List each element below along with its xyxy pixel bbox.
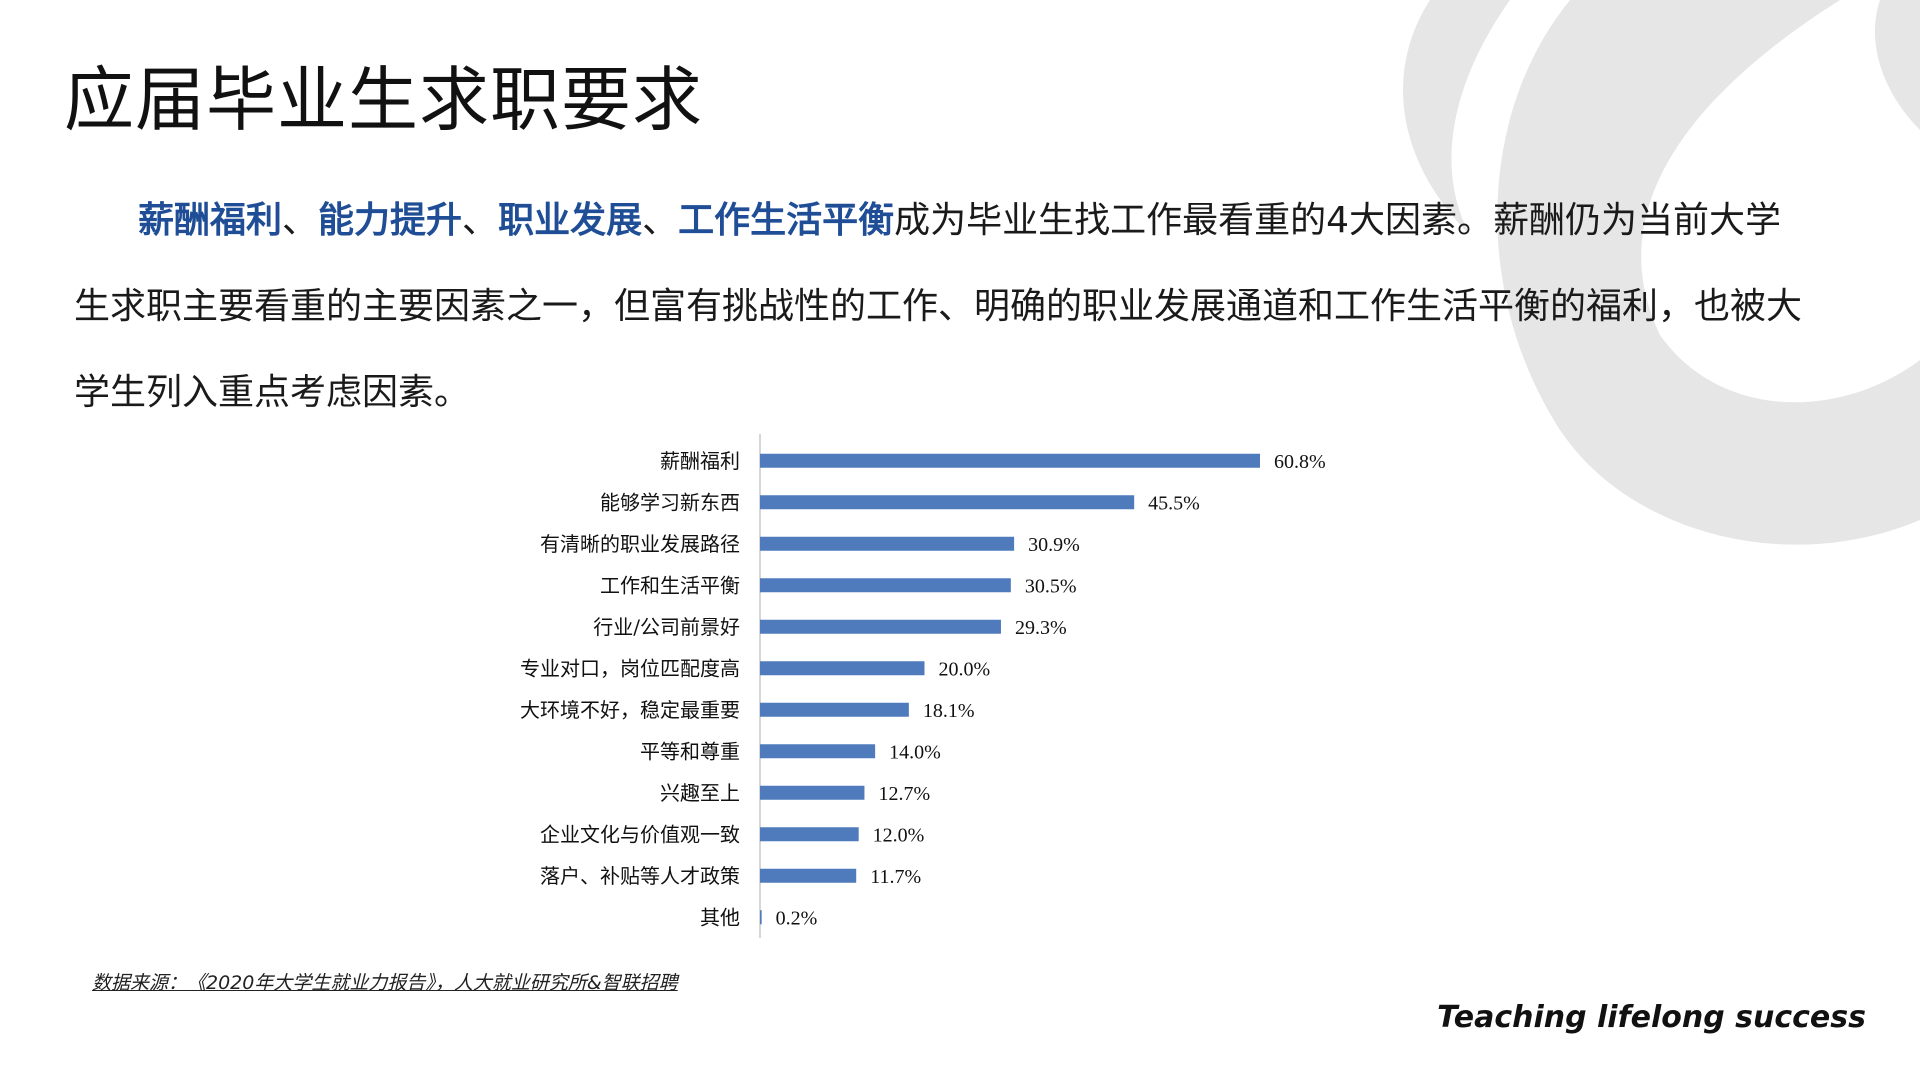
category-label: 大环境不好，稳定最重要	[520, 698, 740, 722]
bar	[760, 868, 857, 883]
data-label: 20.0%	[938, 658, 990, 680]
page-title: 应届毕业生求职要求	[64, 59, 703, 141]
intro-text: 成为毕业生找工作最看重的4大因素。薪酬仍为当前大学生求职主要看重的主要因素之一，…	[74, 200, 1803, 413]
separator: 、	[642, 200, 679, 241]
highlight-career: 职业发展	[498, 200, 643, 241]
data-label: 45.5%	[1148, 492, 1200, 514]
bar	[760, 619, 1001, 634]
separator: 、	[282, 200, 319, 241]
data-label: 30.9%	[1028, 534, 1080, 556]
category-label: 有清晰的职业发展路径	[540, 532, 740, 556]
category-label: 兴趣至上	[660, 781, 740, 805]
bar	[760, 536, 1015, 551]
data-label: 18.1%	[923, 700, 975, 722]
category-label: 能够学习新东西	[600, 490, 740, 514]
bar	[760, 910, 762, 925]
bar	[760, 661, 925, 676]
data-label: 12.0%	[873, 824, 925, 846]
bar	[760, 453, 1260, 468]
data-label: 30.5%	[1025, 575, 1077, 597]
bar	[760, 785, 865, 800]
category-label: 其他	[700, 905, 740, 929]
data-source-note: 数据来源：《2020年大学生就业力报告》，人大就业研究所&智联招聘	[92, 972, 678, 994]
highlight-salary: 薪酬福利	[138, 200, 283, 241]
category-label: 工作和生活平衡	[600, 573, 740, 597]
intro-paragraph: 薪酬福利、能力提升、职业发展、工作生活平衡成为毕业生找工作最看重的4大因素。薪酬…	[74, 178, 1814, 436]
highlight-balance: 工作生活平衡	[678, 200, 895, 241]
data-label: 29.3%	[1015, 617, 1067, 639]
bar	[760, 702, 909, 717]
category-label: 薪酬福利	[660, 449, 740, 473]
category-label: 平等和尊重	[640, 739, 740, 763]
bar	[760, 578, 1011, 593]
data-label: 14.0%	[889, 741, 941, 763]
category-label: 专业对口，岗位匹配度高	[520, 656, 740, 680]
data-label: 60.8%	[1274, 451, 1326, 473]
category-label: 企业文化与价值观一致	[540, 822, 740, 846]
category-label: 行业/公司前景好	[593, 615, 740, 639]
data-label: 12.7%	[878, 783, 930, 805]
category-label: 落户、补贴等人才政策	[540, 864, 740, 888]
highlight-ability: 能力提升	[318, 200, 463, 241]
bar-chart: 薪酬福利 60.8% 能够学习新东西 45.5% 有清晰的职业发展路径 30.9% 工作和生…	[520, 434, 1326, 938]
bar	[760, 495, 1135, 510]
data-label: 0.2%	[776, 907, 818, 929]
bar	[760, 827, 859, 842]
separator: 、	[462, 200, 499, 241]
bar	[760, 744, 876, 759]
data-label: 11.7%	[870, 866, 921, 888]
slogan: Teaching lifelong success	[1437, 1000, 1866, 1035]
